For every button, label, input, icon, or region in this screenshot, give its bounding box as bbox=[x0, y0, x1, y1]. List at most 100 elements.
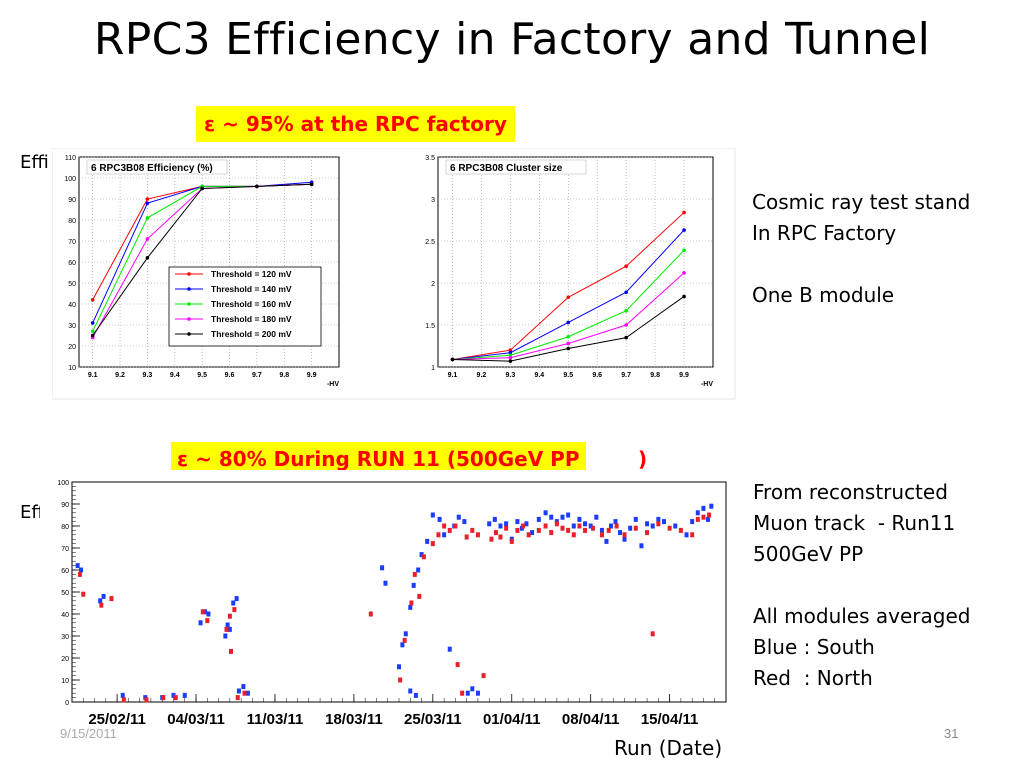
south-data-point bbox=[419, 552, 424, 558]
eff-legend-marker bbox=[187, 272, 191, 276]
south-data-point bbox=[498, 523, 503, 529]
north-data-point bbox=[489, 536, 494, 542]
north-data-point bbox=[200, 609, 205, 615]
north-data-point bbox=[242, 690, 247, 696]
south-data-point bbox=[622, 536, 627, 542]
south-data-point bbox=[465, 690, 470, 696]
south-data-point bbox=[383, 580, 388, 586]
eff-legend-marker bbox=[187, 317, 191, 321]
eff-data-point bbox=[200, 186, 204, 191]
south-data-point bbox=[225, 622, 230, 628]
eff-data-point bbox=[145, 256, 150, 260]
eff-legend-box bbox=[168, 266, 322, 347]
south-data-point bbox=[456, 514, 461, 520]
eff-legend-label: Threshold = 120 mV bbox=[211, 269, 292, 279]
north-data-point bbox=[436, 532, 441, 538]
eff-data-point bbox=[255, 184, 259, 189]
eff-data-point bbox=[145, 197, 150, 201]
north-data-point bbox=[81, 591, 86, 597]
cls-title: 6 RPC3B08 Cluster size bbox=[450, 163, 563, 174]
eff-title: 6 RPC3B08 Efficiency (%) bbox=[91, 163, 213, 174]
factory-efficiency-banner: ε ~ 95% at the RPC factory bbox=[196, 106, 515, 142]
cls-data-point bbox=[566, 295, 571, 300]
north-data-point bbox=[622, 532, 627, 538]
north-data-point bbox=[614, 523, 619, 529]
run11-note: From reconstructed Muon track - Run11 50… bbox=[753, 480, 971, 690]
south-data-point bbox=[408, 604, 413, 610]
run-ytick-label: 0 bbox=[65, 700, 69, 707]
south-data-point bbox=[75, 563, 80, 569]
south-data-point bbox=[613, 519, 618, 525]
north-data-point bbox=[475, 532, 480, 538]
run-xtick-label: 11/03/11 bbox=[247, 711, 304, 728]
south-data-point bbox=[430, 512, 435, 518]
north-data-point bbox=[536, 527, 541, 533]
south-data-point bbox=[492, 516, 497, 522]
south-data-point bbox=[690, 519, 695, 525]
chart-panel-border bbox=[52, 148, 736, 400]
north-data-point bbox=[453, 523, 458, 529]
cls-xtick-label: 9.5 bbox=[563, 372, 573, 379]
north-data-point bbox=[701, 514, 706, 520]
eff-ytick-label: 90 bbox=[68, 197, 76, 204]
north-data-point bbox=[99, 602, 104, 608]
south-data-point bbox=[543, 510, 548, 516]
cls-xtick-label: 9.7 bbox=[621, 372, 631, 379]
north-data-point bbox=[228, 648, 233, 654]
north-data-point bbox=[109, 596, 114, 602]
run-ytick-label: 50 bbox=[61, 590, 69, 597]
south-data-point bbox=[633, 516, 638, 522]
north-data-point bbox=[690, 532, 695, 538]
eff-xtick-label: 9.8 bbox=[279, 372, 289, 379]
south-data-point bbox=[560, 514, 565, 520]
south-data-point bbox=[411, 582, 416, 588]
cls-ytick-label: 2.5 bbox=[425, 239, 435, 246]
cls-xtick-label: 9.3 bbox=[506, 372, 516, 379]
cls-ytick-label: 1 bbox=[431, 365, 435, 372]
eff-ytick-label: 20 bbox=[68, 344, 76, 351]
south-data-point bbox=[709, 503, 714, 509]
cls-data-point bbox=[624, 323, 628, 327]
slide-title: RPC3 Efficiency in Factory and Tunnel bbox=[93, 14, 931, 65]
south-data-point bbox=[583, 521, 588, 527]
cls-data-point bbox=[566, 341, 571, 346]
eff-legend-label: Threshold = 140 mV bbox=[211, 284, 292, 294]
south-data-point bbox=[577, 516, 582, 522]
south-data-point bbox=[656, 516, 661, 522]
south-data-point bbox=[515, 519, 520, 525]
eff-xtick-label: 9.3 bbox=[143, 372, 153, 379]
south-data-point bbox=[171, 692, 176, 698]
south-data-point bbox=[618, 530, 623, 536]
run-ytick-label: 70 bbox=[61, 546, 69, 553]
south-data-point bbox=[425, 538, 430, 544]
south-data-point bbox=[101, 593, 106, 599]
run-xtick-label: 25/03/11 bbox=[404, 711, 462, 728]
eff-data-point bbox=[309, 182, 314, 187]
south-data-point bbox=[397, 664, 401, 670]
eff-data-point bbox=[145, 216, 150, 220]
south-data-point bbox=[628, 525, 633, 531]
run-ytick-label: 40 bbox=[61, 612, 69, 619]
eff-data-point bbox=[90, 329, 95, 334]
south-data-point bbox=[701, 505, 706, 511]
north-data-point bbox=[493, 530, 498, 536]
south-data-point bbox=[223, 633, 228, 639]
eff-title-box bbox=[86, 159, 228, 175]
eff-legend-label: Threshold = 160 mV bbox=[211, 299, 292, 309]
south-data-point bbox=[236, 688, 241, 694]
cls-ytick-label: 3 bbox=[431, 197, 435, 204]
north-data-point bbox=[232, 607, 237, 613]
north-data-point bbox=[417, 593, 422, 599]
eff-legend-marker bbox=[187, 287, 191, 291]
south-data-point bbox=[206, 611, 211, 617]
north-data-point bbox=[526, 532, 531, 538]
cls-data-point bbox=[508, 348, 513, 352]
north-data-point bbox=[667, 525, 672, 531]
cls-xtick-label: 9.9 bbox=[679, 372, 689, 379]
cls-data-point bbox=[624, 264, 628, 268]
effi-label-top: Effi bbox=[20, 152, 49, 173]
run11-scatter-plot: 0 10 20 30 40 50 60 70 80 90 100 25/02/11 04/03/11 11… bbox=[57, 480, 727, 728]
south-data-point bbox=[571, 523, 576, 529]
run-xtick-label: 01/04/11 bbox=[483, 711, 541, 728]
cls-data-point bbox=[508, 359, 513, 363]
